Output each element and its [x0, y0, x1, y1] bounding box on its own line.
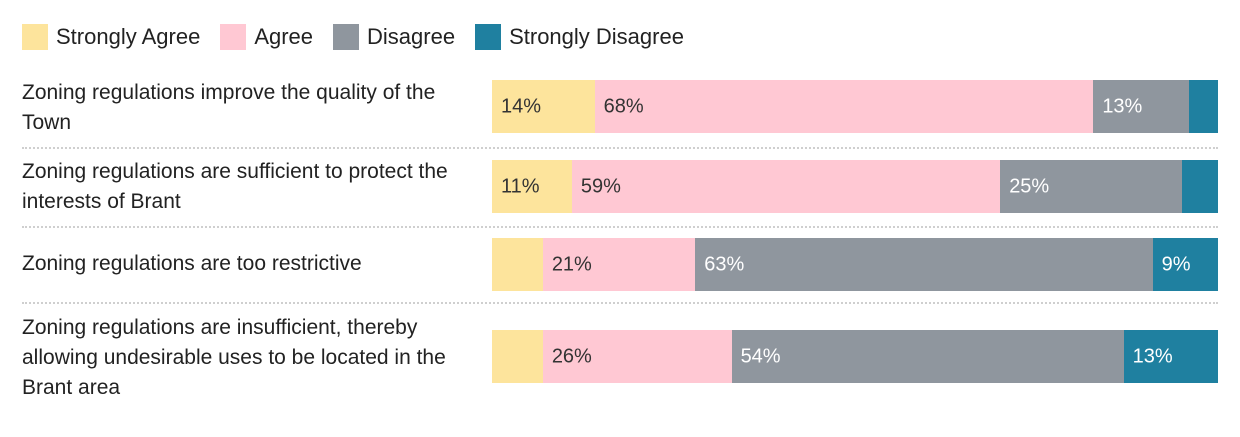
bar-segment-strongly-agree — [492, 238, 543, 291]
legend-swatch — [22, 24, 48, 50]
legend-item-agree: Agree — [220, 24, 313, 50]
bar-segment-strongly-agree: 14% — [492, 80, 595, 133]
stacked-bar: 14% 68% 13% — [492, 80, 1218, 133]
bar-segment-disagree: 25% — [1000, 160, 1182, 213]
legend-label: Agree — [254, 24, 314, 49]
row-divider — [22, 147, 1218, 149]
data-label: 54% — [740, 345, 781, 367]
data-label: 59% — [580, 175, 621, 197]
data-label: 11% — [501, 175, 540, 197]
data-label: 13% — [1102, 95, 1143, 117]
bar-segment-strongly-disagree — [1181, 160, 1218, 213]
legend-swatch — [220, 24, 247, 50]
category-label: Zoning regulations are too restrictive — [22, 252, 362, 275]
legend-item-strongly-disagree: Strongly Disagree — [475, 24, 684, 50]
data-label: 63% — [704, 253, 745, 275]
bar-segment-agree: 21% — [542, 238, 696, 291]
data-label: 21% — [551, 253, 592, 275]
bar-segment-strongly-disagree: 9% — [1152, 238, 1218, 291]
category-label: Zoning regulations improve the quality o… — [22, 81, 436, 134]
legend-label: Disagree — [367, 24, 456, 49]
legend: Strongly Agree Agree Disagree Strongly D… — [22, 24, 704, 50]
bar-segment-disagree: 63% — [695, 238, 1153, 291]
bar-segment-disagree: 13% — [1093, 80, 1189, 133]
row-divider — [22, 226, 1218, 228]
data-label: 25% — [1009, 175, 1050, 197]
bar-segment-strongly-agree — [492, 330, 543, 383]
stacked-bar: 11% 59% 25% — [492, 160, 1218, 213]
bar-segment-strongly-disagree: 13% — [1123, 330, 1218, 383]
data-label: 14% — [501, 95, 542, 117]
data-label: 68% — [603, 95, 644, 117]
legend-label: Strongly Agree — [56, 24, 201, 49]
category-label: Zoning regulations are sufficient to pro… — [22, 160, 448, 213]
bar-segment-agree: 68% — [594, 80, 1094, 133]
legend-item-disagree: Disagree — [333, 24, 455, 50]
category-label: Zoning regulations are insufficient, the… — [22, 316, 446, 399]
legend-item-strongly-agree: Strongly Agree — [22, 24, 200, 50]
data-label: 13% — [1132, 345, 1173, 367]
data-label: 9% — [1161, 253, 1191, 275]
bar-segment-agree: 59% — [571, 160, 1001, 213]
stacked-bar: 21% 63% 9% — [492, 238, 1218, 291]
legend-label: Strongly Disagree — [509, 24, 684, 49]
bar-segment-strongly-disagree — [1188, 80, 1218, 133]
stacked-bar: 26% 54% 13% — [492, 330, 1218, 383]
bar-segment-agree: 26% — [542, 330, 732, 383]
bar-segment-strongly-agree: 11% — [492, 160, 572, 213]
row-divider — [22, 302, 1218, 304]
bar-segment-disagree: 54% — [731, 330, 1124, 383]
data-label: 26% — [551, 345, 592, 367]
legend-swatch — [475, 24, 502, 50]
legend-swatch — [333, 24, 360, 50]
